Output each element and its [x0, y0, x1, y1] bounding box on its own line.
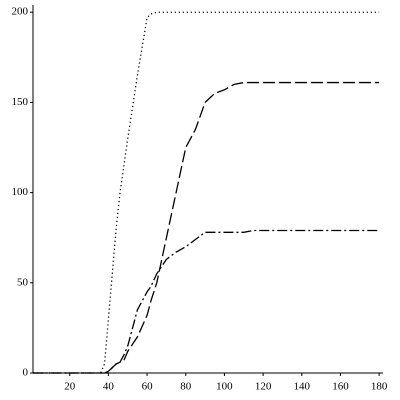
line-series — [33, 229, 380, 374]
x-tick-label: 100 — [216, 381, 233, 393]
line-series — [33, 11, 380, 374]
x-tick-label: 20 — [64, 381, 76, 393]
x-tick-label: 180 — [371, 381, 388, 393]
x-tick-label: 120 — [255, 381, 272, 393]
x-tick-label: 40 — [103, 381, 115, 393]
x-tick-label: 80 — [180, 381, 192, 393]
x-tick-label: 60 — [142, 381, 154, 393]
y-tick-label: 150 — [12, 96, 29, 108]
x-tick-label: 160 — [332, 381, 349, 393]
y-tick-label: 200 — [12, 6, 29, 18]
x-tick-label: 140 — [294, 381, 311, 393]
line-series — [33, 81, 380, 374]
y-tick-label: 100 — [12, 186, 29, 198]
y-tick-label: 0 — [23, 367, 29, 379]
y-tick-label: 50 — [17, 276, 29, 288]
